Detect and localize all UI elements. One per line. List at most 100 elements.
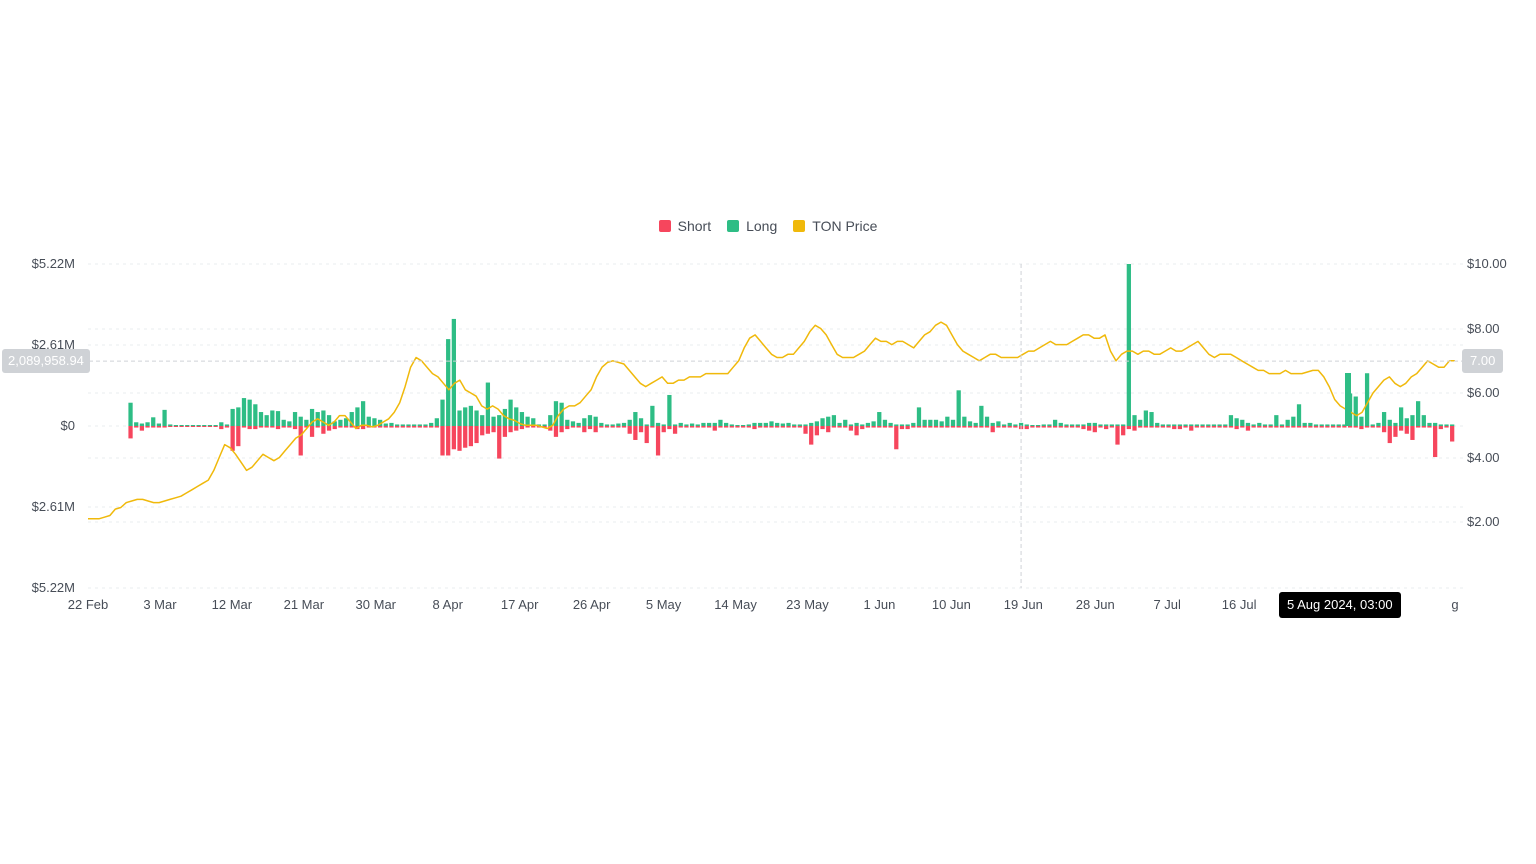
long-bar [474,410,479,426]
short-bar [1087,426,1092,431]
short-bar [576,426,581,428]
short-bar [820,426,825,430]
short-bar [1200,426,1205,428]
long-bar [1143,410,1148,426]
long-bar [548,415,553,426]
long-bar [882,419,888,426]
short-bar [973,426,978,428]
short-bar [775,426,780,428]
long-bar [712,422,717,426]
long-bar [1115,424,1120,426]
long-bar [843,419,848,426]
short-bar [1427,426,1432,428]
short-bar [1251,426,1256,428]
x-tick-label: 16 Jul [1222,597,1257,612]
short-bar [463,426,468,448]
long-bar [735,425,740,426]
short-bar [1381,426,1387,433]
long-bar [185,425,190,426]
short-bar [644,426,649,444]
long-bar [888,422,893,426]
long-bar [179,425,184,426]
short-bar [610,426,615,428]
short-bar [911,426,916,428]
long-bar [655,422,661,426]
short-bar [672,426,678,434]
long-bar [990,422,995,426]
long-bar [1081,424,1086,426]
short-bar [423,426,428,428]
short-bar [735,426,740,428]
legend-item-short[interactable]: Short [658,218,712,234]
long-bar [1035,425,1041,426]
short-bar [1416,426,1421,428]
long-bar [956,390,961,426]
short-bar [1444,426,1449,428]
long-bar [304,419,309,426]
long-bar [145,422,150,426]
short-bar [213,426,218,427]
short-bar [621,426,627,428]
long-bar [1364,373,1370,426]
short-bar [1132,426,1137,431]
short-bar [247,426,252,430]
legend-long-label: Long [746,218,778,234]
short-bar [440,426,445,456]
short-bar [1138,426,1143,428]
short-bar [162,426,167,428]
short-bar [542,426,547,428]
short-bar [650,426,655,428]
legend-item-price[interactable]: TON Price [793,218,877,234]
short-bar [253,426,258,430]
long-bar [224,424,230,426]
short-bar [587,426,593,430]
axis-labels: $5.22M $2.61M $0 $2.61M $5.22M $10.00 $8.00 $6.… [32,256,1507,612]
long-bar [633,412,638,426]
long-bar [582,418,587,426]
long-bar [1069,424,1075,426]
short-bar [321,426,326,434]
short-bar [417,426,422,428]
legend-item-long[interactable]: Long [727,218,777,234]
long-bar [343,418,349,426]
long-bar [463,407,468,426]
long-bar [803,424,808,426]
crosshair-left-value: 2,089,958.94 [2,349,90,373]
short-bar [769,426,774,428]
short-bar [1313,426,1319,428]
x-tick-label: 5 May [646,597,682,612]
short-bar [497,426,502,459]
short-bar [1257,426,1262,428]
long-bar [1240,419,1245,426]
long-bar [996,421,1001,426]
long-bar [1160,424,1166,426]
long-bar [429,422,434,426]
short-bar [1081,426,1086,430]
short-bar [723,426,729,428]
short-bar [1376,426,1381,428]
long-bar [1087,422,1092,426]
long-bar [1336,424,1341,426]
x-tick-label: g [1451,597,1458,612]
short-bar [1387,426,1392,444]
short-bar [599,426,604,428]
short-bar [525,426,530,428]
short-bar [485,426,491,434]
short-bar [1285,426,1290,428]
short-bar [383,426,388,428]
long-bar [1138,419,1143,426]
long-bar [718,419,723,426]
legend-short-label: Short [677,218,712,234]
x-tick-label: 23 May [786,597,829,612]
long-bar [1149,412,1154,426]
long-bar [769,421,774,426]
short-bar [1047,426,1052,428]
short-bar [741,426,746,428]
short-bar [1319,426,1324,428]
long-bar [922,419,927,426]
short-bar [338,426,343,428]
long-bar [967,421,973,426]
short-bar [1143,426,1148,428]
short-bar [1450,426,1455,442]
